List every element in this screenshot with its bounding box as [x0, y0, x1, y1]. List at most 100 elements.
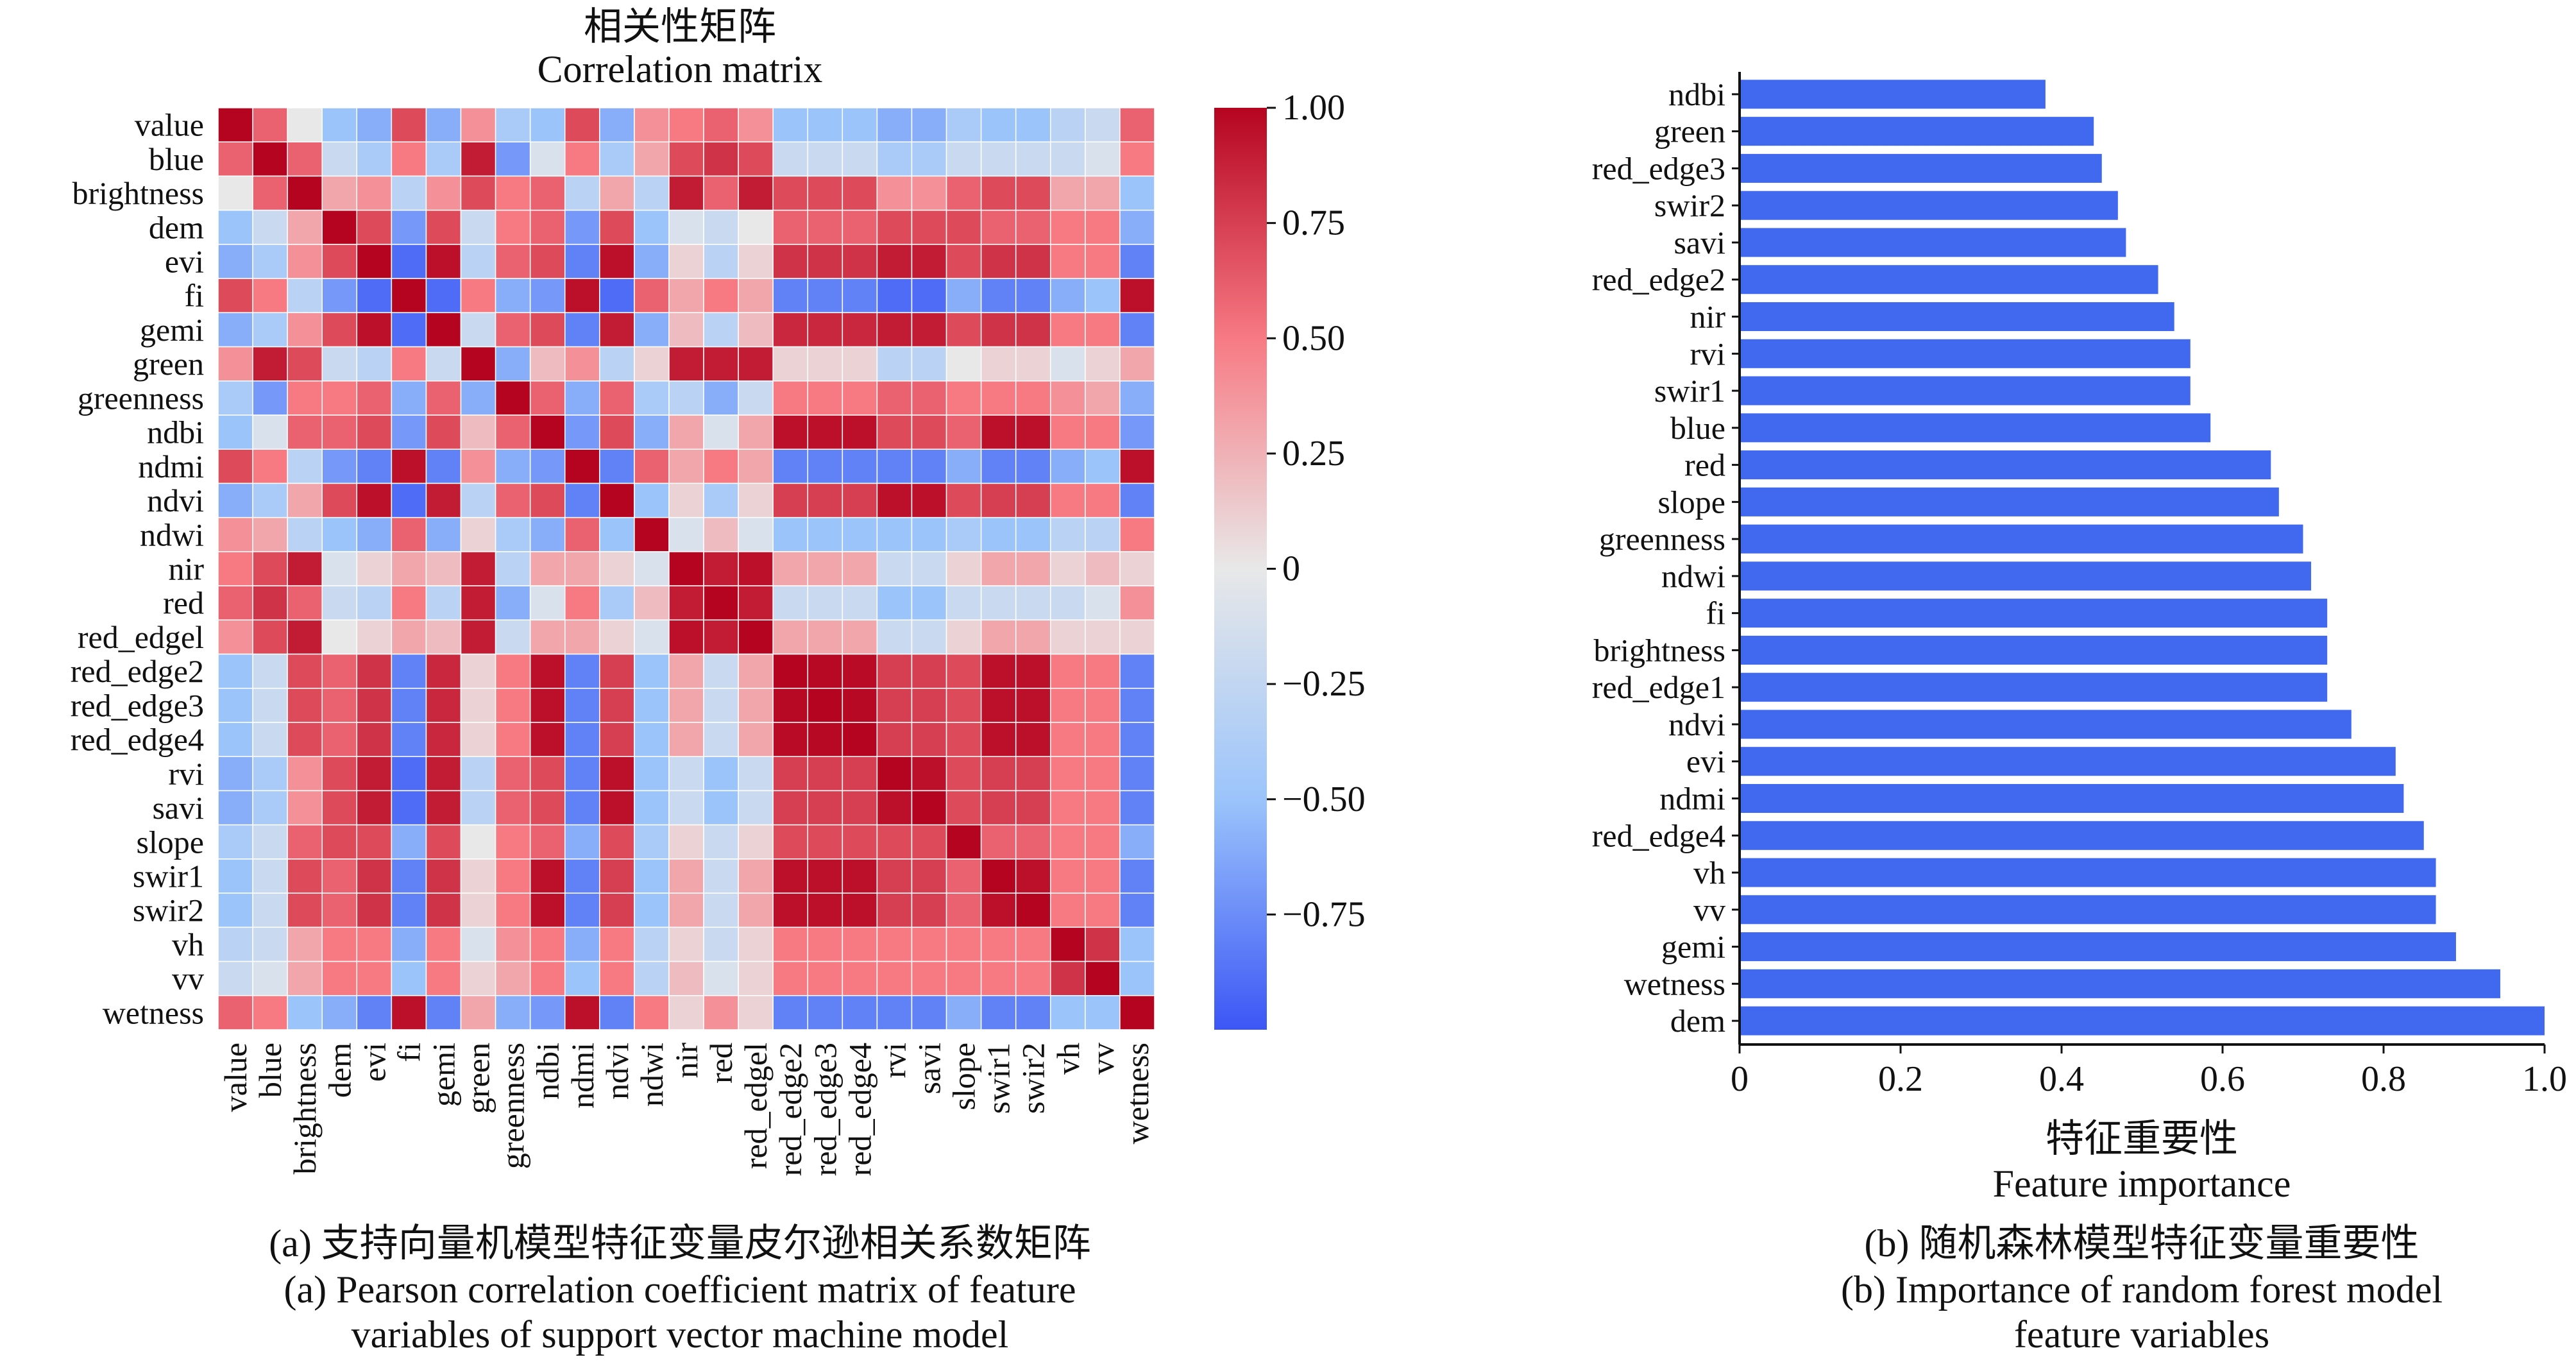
heatmap-cell: [945, 653, 982, 689]
heatmap-cell: [321, 448, 358, 484]
heatmap-cell: [945, 551, 982, 586]
heatmap-cell: [391, 482, 427, 518]
colorbar-ticks: 1.00 0.75 0.50 0.25 0 −0.25 −0.50 −0.75: [1267, 88, 1366, 934]
heatmap-cell: [772, 141, 809, 177]
heatmap-cell: [252, 585, 288, 621]
heatmap-cell: [1085, 244, 1121, 279]
heatmap-cell: [460, 312, 496, 348]
heatmap-cell: [634, 107, 670, 142]
heatmap-cell: [495, 414, 531, 450]
heatmap-cell: [495, 346, 531, 382]
heatmap-row-label: ndbi: [147, 414, 204, 450]
heatmap-row-label: slope: [136, 824, 204, 860]
heatmap-cell: [980, 244, 1017, 279]
heatmap-row-label: swir1: [133, 858, 204, 894]
heatmap-cell: [529, 688, 566, 723]
heatmap-cell: [980, 756, 1017, 792]
heatmap-column-label: slope: [946, 1043, 982, 1111]
heatmap-cell: [668, 995, 704, 1030]
heatmap-cell: [1050, 380, 1086, 416]
heatmap-cell: [391, 619, 427, 655]
heatmap-cell: [945, 448, 982, 484]
heatmap-cell: [529, 551, 566, 586]
heatmap-cell: [1015, 244, 1051, 279]
heatmap-cell: [772, 653, 809, 689]
heatmap-column-label: red_edge3: [807, 1043, 843, 1176]
colorbar-tick-label: −0.75: [1282, 894, 1366, 934]
heatmap-column-label: ndmi: [564, 1043, 600, 1109]
heatmap-cell: [391, 824, 427, 860]
colorbar-tick-label: −0.50: [1282, 780, 1366, 819]
heatmap-cell: [391, 414, 427, 450]
heatmap-cell: [807, 756, 843, 792]
heatmap-cell: [703, 175, 739, 211]
heatmap-cell: [356, 824, 393, 860]
heatmap-cell: [945, 756, 982, 792]
heatmap-cell: [738, 482, 774, 518]
heatmap-cell: [772, 756, 809, 792]
heatmap-cell: [842, 619, 878, 655]
heatmap-cell: [772, 516, 809, 552]
heatmap-cell: [1015, 312, 1051, 348]
heatmap-cell: [772, 414, 809, 450]
heatmap-cell: [876, 482, 913, 518]
importance-category-label: swir1: [1654, 373, 1725, 409]
heatmap-cell: [807, 107, 843, 142]
heatmap-cell: [703, 312, 739, 348]
heatmap-cell: [321, 619, 358, 655]
heatmap-cell: [425, 688, 462, 723]
importance-bar: [1740, 376, 2190, 405]
heatmap-cell: [807, 858, 843, 894]
heatmap-cell: [807, 551, 843, 586]
heatmap-cell: [356, 209, 393, 245]
heatmap-cell: [703, 585, 739, 621]
heatmap-cell: [703, 790, 739, 826]
heatmap-cell: [1050, 653, 1086, 689]
heatmap-cell: [668, 380, 704, 416]
heatmap-cell: [599, 482, 635, 518]
heatmap-cell: [217, 278, 253, 314]
heatmap-cell: [599, 244, 635, 279]
heatmap-cell: [564, 722, 600, 757]
heatmap-cell: [217, 585, 253, 621]
heatmap-cell: [529, 380, 566, 416]
heatmap-row-label: dem: [149, 209, 204, 245]
heatmap-cell: [1085, 790, 1121, 826]
heatmap-cell: [252, 414, 288, 450]
heatmap-cell: [980, 346, 1017, 382]
heatmap-cell: [772, 244, 809, 279]
heatmap-cell: [391, 107, 427, 142]
heatmap-cell: [356, 107, 393, 142]
heatmap-cell: [1015, 448, 1051, 484]
heatmap-cell: [807, 346, 843, 382]
heatmap-cell: [460, 790, 496, 826]
heatmap-cell: [703, 414, 739, 450]
heatmap-cell: [842, 141, 878, 177]
heatmap-cell: [321, 107, 358, 142]
heatmap-cell: [529, 824, 566, 860]
heatmap-cell: [1015, 209, 1051, 245]
heatmap-cell: [634, 482, 670, 518]
heatmap-cell: [529, 585, 566, 621]
heatmap-cell: [668, 175, 704, 211]
heatmap-cell: [911, 482, 947, 518]
heatmap-cell: [287, 551, 323, 586]
heatmap-cell: [599, 892, 635, 928]
heatmap-row-label: greenness: [78, 380, 204, 416]
heatmap-cell: [738, 175, 774, 211]
importance-category-label: red_edge2: [1592, 262, 1725, 298]
heatmap-cell: [668, 244, 704, 279]
heatmap-cell: [356, 585, 393, 621]
heatmap-cell: [668, 209, 704, 245]
heatmap-row-label: savi: [152, 790, 204, 826]
heatmap-cell: [460, 926, 496, 962]
heatmap-cell: [980, 892, 1017, 928]
heatmap-cell: [599, 312, 635, 348]
colorbar-tick-label: 0.25: [1282, 434, 1345, 473]
heatmap-cell: [1050, 756, 1086, 792]
heatmap-cell: [668, 688, 704, 723]
heatmap-cell: [252, 551, 288, 586]
heatmap-cell: [564, 892, 600, 928]
heatmap-cell: [738, 209, 774, 245]
